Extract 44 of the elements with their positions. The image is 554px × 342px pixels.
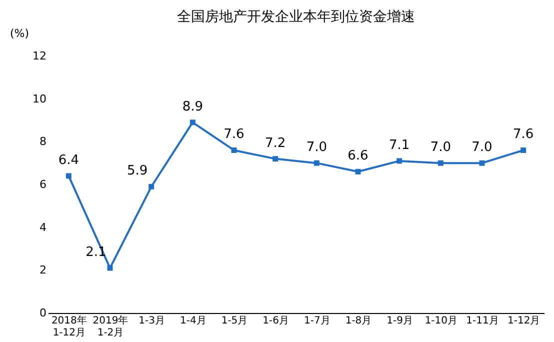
point [272,156,278,162]
point [314,160,320,166]
point [107,265,113,271]
x-tick-label: 2018年 1-12月 [51,314,87,338]
data-label: 7.2 [264,136,286,151]
x-tick-label: 1-4月 [180,316,206,326]
data-label: 5.9 [126,164,148,179]
point [520,147,526,153]
x-tick-label: 1-9月 [386,316,414,326]
point [355,168,361,174]
x-tick-label: 1-7月 [304,316,330,326]
data-label: 8.9 [182,99,204,114]
chart-title: 全国房地产开发企业本年到位资金增速 [177,9,415,25]
point [396,158,402,164]
x-tick-label: 1-5月 [221,316,248,326]
y-tick-label: 8 [40,135,46,148]
y-tick-label: 6 [40,178,46,191]
point [66,173,72,179]
x-tick-label: 1-3月 [138,316,166,326]
x-tick-label: 1-10月 [424,316,458,326]
y-tick-label: 0 [40,306,46,320]
x-tick-label: 2019年 1-2月 [92,314,128,338]
point [479,160,485,166]
data-label: 7.0 [472,140,492,156]
y-axis-title: (%) [10,27,30,40]
data-label: 6.6 [348,148,368,164]
x-tick-label: 1-12月 [507,316,540,326]
data-label: 7.1 [388,138,410,153]
y-tick-label: 4 [40,220,46,234]
x-tick-label: 1-6月 [262,316,290,326]
data-label: 7.0 [306,140,328,156]
x-tick-label: 1-8月 [345,316,372,326]
point [231,147,237,153]
data-label: 7.0 [430,140,452,156]
data-label: 6.4 [58,152,80,168]
y-tick-label: 10 [32,92,46,106]
y-tick-label: 2 [40,264,46,277]
data-label: 7.6 [224,127,244,142]
point [148,184,154,190]
y-tick-label: 12 [32,50,46,62]
x-tick-label: 1-11月 [466,316,499,326]
data-label: 7.6 [512,127,534,142]
point [190,120,196,126]
point [438,160,444,166]
